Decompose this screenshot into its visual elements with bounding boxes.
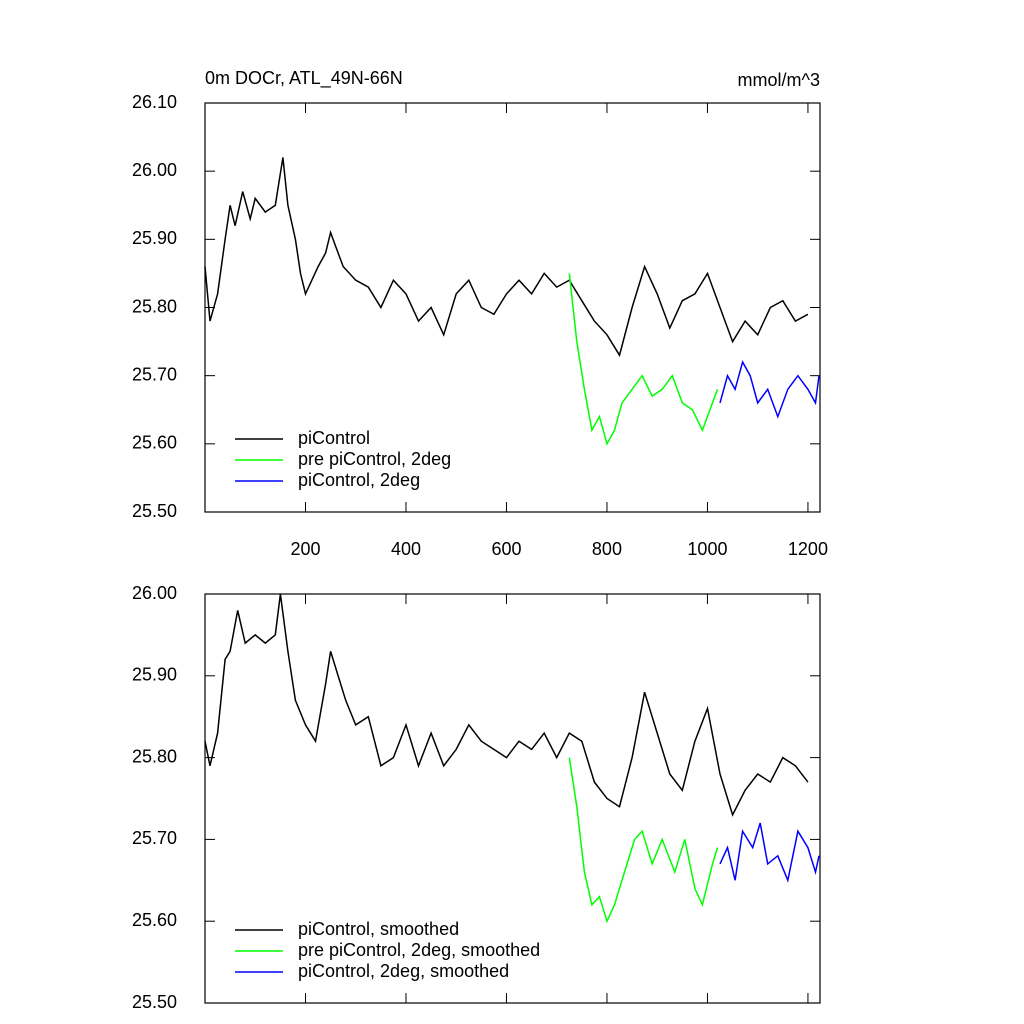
y-tick-label: 25.70 <box>132 364 177 384</box>
y-tick-label: 25.60 <box>132 433 177 453</box>
chart-title: 0m DOCr, ATL_49N-66N <box>205 68 403 89</box>
y-tick-label: 25.50 <box>132 501 177 521</box>
units-label: mmol/m^3 <box>738 70 820 90</box>
y-tick-label: 25.60 <box>132 910 177 930</box>
x-tick-label: 800 <box>592 539 622 559</box>
y-tick-label: 26.00 <box>132 160 177 180</box>
legend-label: pre piControl, 2deg <box>298 449 451 469</box>
data-line <box>719 360 820 419</box>
plot-frame <box>204 593 821 1004</box>
y-tick-label: 25.80 <box>132 296 177 316</box>
legend-label: piControl, smoothed <box>298 919 459 939</box>
y-tick-label: 25.70 <box>132 828 177 848</box>
legend-label: pre piControl, 2deg, smoothed <box>298 940 540 960</box>
legend-label: piControl <box>298 428 370 448</box>
y-tick-label: 25.50 <box>132 992 177 1012</box>
y-tick-label: 26.00 <box>132 583 177 603</box>
y-tick-label: 25.90 <box>132 665 177 685</box>
y-tick-label: 25.90 <box>132 228 177 248</box>
y-tick-label: 25.80 <box>132 746 177 766</box>
x-tick-label: 1000 <box>687 539 727 559</box>
y-tick-label: 26.10 <box>132 92 177 112</box>
data-line <box>204 593 809 817</box>
data-line <box>204 157 809 358</box>
data-line <box>568 757 719 924</box>
x-tick-label: 400 <box>391 539 421 559</box>
x-tick-label: 200 <box>290 539 320 559</box>
data-line <box>719 822 820 883</box>
legend-label: piControl, 2deg, smoothed <box>298 961 509 981</box>
legend-label: piControl, 2deg <box>298 470 420 490</box>
data-line <box>568 273 719 446</box>
x-tick-label: 1200 <box>788 539 828 559</box>
x-tick-label: 600 <box>491 539 521 559</box>
